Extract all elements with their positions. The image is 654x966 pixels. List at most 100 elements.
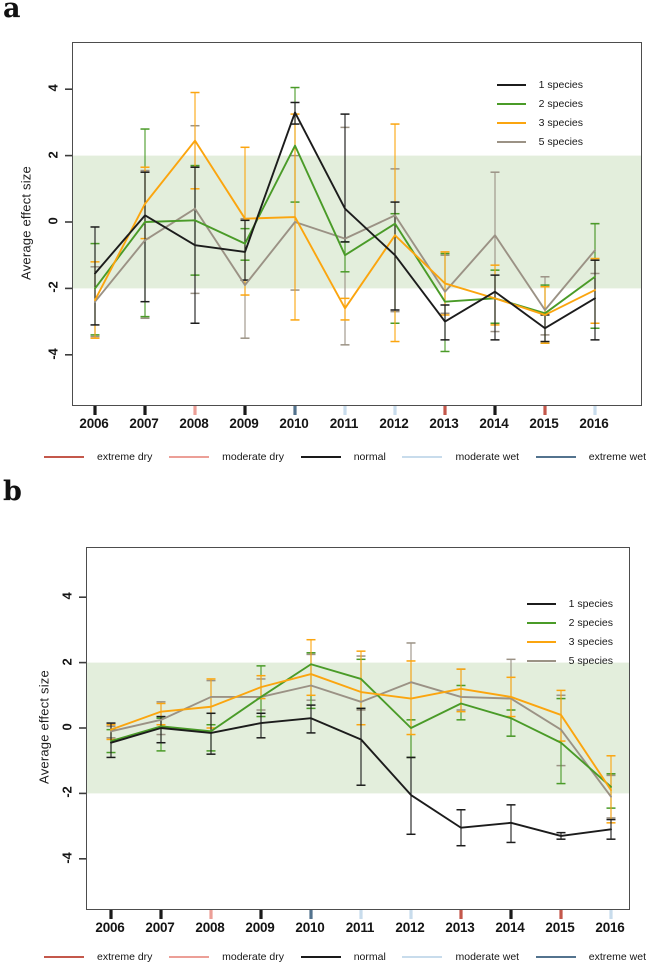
climate-legend: extreme dry moderate dry normal moderate we… — [0, 448, 654, 466]
legend-label: 1 species — [538, 79, 583, 91]
y-tick-label: -2 — [45, 281, 61, 293]
x-tick-label-2006: 2006 — [79, 416, 109, 431]
legend-line-swatch — [496, 122, 526, 124]
climate-legend-item-moderate-wet: moderate wet — [402, 951, 519, 963]
x-tick-label-2011: 2011 — [329, 416, 359, 431]
series-line-5-species — [110, 681, 612, 798]
x-tick-label-2009: 2009 — [245, 920, 275, 935]
climate-line-swatch — [169, 956, 210, 958]
series-line-3-species — [110, 673, 612, 792]
climate-line-swatch — [300, 456, 341, 458]
x-tick-label-2014: 2014 — [479, 416, 509, 431]
climate-legend-item-extreme-wet: extreme wet — [535, 951, 646, 963]
climate-line-swatch — [402, 956, 443, 958]
climate-legend-item-normal: normal — [300, 951, 386, 963]
legend-label: 5 species — [538, 136, 583, 148]
x-tick-label-2014: 2014 — [495, 920, 525, 935]
x-tick-label-2016: 2016 — [579, 416, 609, 431]
legend-item-5-species: 5 species — [526, 655, 613, 667]
legend-item-2-species: 2 species — [526, 617, 613, 629]
climate-legend-item-moderate-wet: moderate wet — [402, 451, 519, 463]
series-line-5-species — [94, 207, 596, 311]
climate-legend-label: normal — [353, 451, 386, 463]
legend-label: 3 species — [568, 636, 613, 648]
legend-label: 1 species — [568, 598, 613, 610]
species-legend-a: 1 species 2 species 3 species 5 species — [496, 79, 583, 148]
x-tick-label-2011: 2011 — [345, 920, 375, 935]
climate-line-swatch — [300, 956, 341, 958]
y-tick-label: -4 — [59, 852, 75, 864]
legend-label: 2 species — [568, 617, 613, 629]
chart-canvas-a — [65, 86, 641, 415]
climate-legend-item-extreme-dry: extreme dry — [44, 951, 152, 963]
legend-line-swatch — [526, 622, 556, 624]
x-tick-label-2013: 2013 — [429, 416, 459, 431]
x-tick-label-2012: 2012 — [395, 920, 425, 935]
legend-line-swatch — [526, 641, 556, 643]
climate-legend-label: extreme dry — [97, 951, 153, 963]
legend-item-5-species: 5 species — [496, 136, 583, 148]
legend-item-3-species: 3 species — [496, 117, 583, 129]
y-tick-label: 4 — [59, 592, 75, 600]
legend-item-3-species: 3 species — [526, 636, 613, 648]
species-legend-b: 1 species 2 species 3 species 5 species — [526, 598, 613, 667]
x-tick-label-2013: 2013 — [445, 920, 475, 935]
climate-legend-label: normal — [353, 951, 386, 963]
x-tick-label-2015: 2015 — [545, 920, 575, 935]
climate-legend-label: moderate wet — [455, 451, 520, 463]
legend-item-1-species: 1 species — [526, 598, 613, 610]
panel-b-label: b — [3, 476, 22, 507]
x-tick-label-2012: 2012 — [379, 416, 409, 431]
climate-legend-label: extreme wet — [588, 951, 646, 963]
legend-label: 5 species — [568, 655, 613, 667]
climate-legend-item-extreme-dry: extreme dry — [44, 451, 152, 463]
climate-legend-item-moderate-dry: moderate dry — [169, 451, 284, 463]
x-tick-label-2008: 2008 — [195, 920, 225, 935]
climate-line-swatch — [402, 456, 443, 458]
climate-line-swatch — [535, 456, 576, 458]
legend-item-2-species: 2 species — [496, 98, 583, 110]
y-tick-label: 0 — [45, 217, 61, 225]
x-tick-label-2010: 2010 — [295, 920, 325, 935]
y-axis-label-b: Average effect size — [36, 670, 52, 784]
climate-legend-label: moderate dry — [222, 951, 284, 963]
climate-legend-label: moderate wet — [455, 951, 520, 963]
climate-legend-label: extreme wet — [588, 451, 646, 463]
x-tick-label-2015: 2015 — [529, 416, 559, 431]
climate-line-swatch — [169, 456, 210, 458]
climate-legend-item-extreme-wet: extreme wet — [535, 451, 646, 463]
legend-line-swatch — [496, 141, 526, 143]
climate-line-swatch — [44, 956, 84, 958]
y-tick-label: 4 — [45, 84, 61, 92]
y-tick-label: 0 — [59, 723, 75, 731]
legend-item-1-species: 1 species — [496, 79, 583, 91]
x-tick-label-2010: 2010 — [279, 416, 309, 431]
series-line-2-species — [110, 663, 612, 788]
panel-b: b Average effect size 1 species 2 species… — [0, 476, 654, 966]
legend-line-swatch — [526, 660, 556, 662]
y-tick-label: -4 — [45, 348, 61, 360]
y-axis-label-a: Average effect size — [18, 166, 34, 280]
climate-line-swatch — [535, 956, 576, 958]
x-tick-label-2009: 2009 — [229, 416, 259, 431]
panel-a-label: a — [3, 0, 21, 24]
climate-legend-item-moderate-dry: moderate dry — [169, 951, 284, 963]
climate-legend: extreme dry moderate dry normal moderate we… — [0, 948, 654, 966]
x-tick-label-2006: 2006 — [95, 920, 125, 935]
plot-area-b: 1 species 2 species 3 species 5 species — [79, 547, 630, 919]
panel-a: a Average effect size 1 species 2 species… — [0, 0, 654, 466]
legend-line-swatch — [496, 84, 526, 86]
legend-line-swatch — [526, 603, 556, 605]
x-tick-label-2008: 2008 — [179, 416, 209, 431]
legend-label: 3 species — [538, 117, 583, 129]
series-line-1-species — [94, 111, 596, 330]
climate-legend-item-normal: normal — [300, 451, 386, 463]
y-tick-label: 2 — [59, 658, 75, 666]
x-tick-label-2007: 2007 — [145, 920, 175, 935]
x-tick-label-2007: 2007 — [129, 416, 159, 431]
legend-line-swatch — [496, 103, 526, 105]
climate-line-swatch — [44, 456, 84, 458]
y-tick-label: 2 — [45, 151, 61, 159]
chart-canvas-b — [79, 596, 629, 919]
